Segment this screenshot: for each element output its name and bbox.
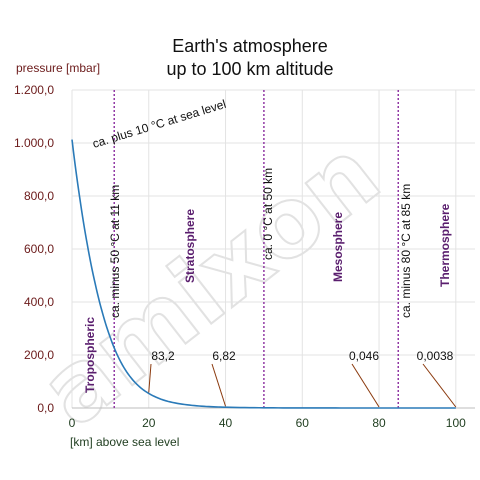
annotation-label: 0,0038 — [417, 349, 454, 363]
chart-title-line-2: up to 100 km altitude — [166, 59, 333, 79]
x-tick-label: 80 — [372, 416, 386, 430]
x-tick-label: 60 — [296, 416, 310, 430]
x-tick-label: 40 — [219, 416, 233, 430]
y-tick-label: 200,0 — [24, 348, 54, 362]
y-axis-label: pressure [mbar] — [16, 61, 100, 75]
annotation-label: 6,82 — [212, 349, 236, 363]
y-tick-label: 1.200,0 — [14, 83, 54, 97]
y-tick-label: 0,0 — [37, 401, 54, 415]
chart-title-line-1: Earth's atmosphere — [172, 36, 328, 56]
x-tick-labels: 0 20 40 60 80 100 — [69, 416, 466, 430]
annotation-label: 83,2 — [151, 349, 175, 363]
x-tick-label: 0 — [69, 416, 76, 430]
y-tick-label: 400,0 — [24, 295, 54, 309]
annotation-leader — [422, 363, 457, 408]
annotation-leader — [148, 363, 152, 393]
layer-label-stratosphere: Stratosphere — [183, 209, 197, 283]
boundary-lines — [113, 90, 399, 408]
x-tick-label: 100 — [446, 416, 466, 430]
y-tick-label: 1.000,0 — [14, 136, 54, 150]
annotation-label: 0,046 — [349, 349, 379, 363]
y-tick-label: 600,0 — [24, 242, 54, 256]
annotation-leader — [351, 363, 380, 408]
boundary-label-85km: ca. minus 80 °C at 85 km — [399, 184, 413, 318]
y-tick-labels: 0,0 200,0 400,0 600,0 800,0 1.000,0 1.200,0 — [14, 83, 54, 415]
x-axis-label: [km] above sea level — [70, 435, 179, 449]
boundary-label-11km: ca. minus 50 °C at 11 km — [108, 185, 122, 318]
series-group — [71, 139, 456, 409]
layer-label-thermosphere: Thermosphere — [438, 203, 452, 287]
boundary-label-50km: ca. 0 °C at 50 km — [261, 168, 275, 260]
layer-label-mesosphere: Mesosphere — [331, 212, 345, 282]
pressure-curve — [71, 139, 456, 409]
annotation-leader — [211, 363, 226, 407]
y-tick-label: 800,0 — [24, 189, 54, 203]
layer-label-troposphere: Tropospheric — [83, 317, 97, 393]
annotation-group: 83,2 6,82 0,046 0,0038 — [148, 349, 457, 408]
x-tick-label: 20 — [142, 416, 156, 430]
